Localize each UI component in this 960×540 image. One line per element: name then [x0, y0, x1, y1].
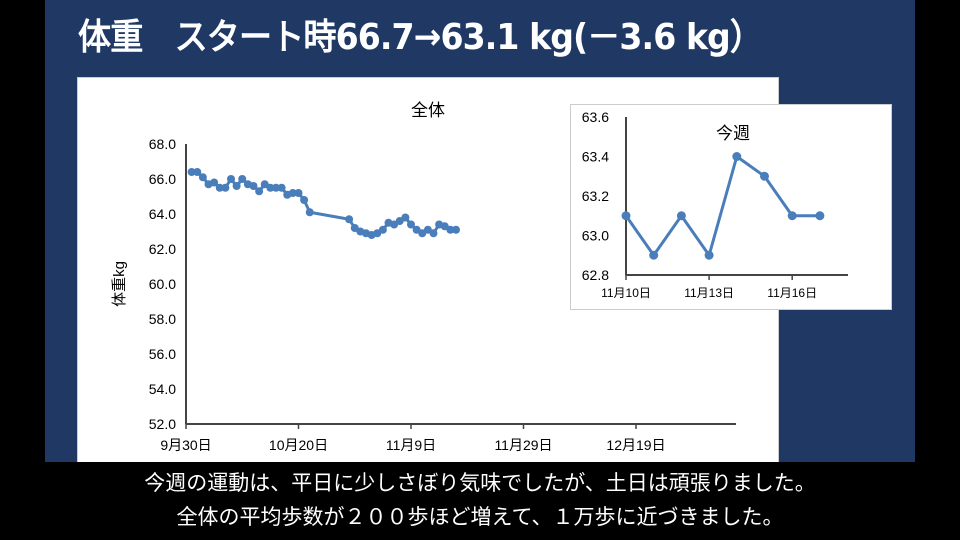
data-point [210, 178, 219, 187]
y-tick-label: 63.4 [582, 149, 609, 165]
data-point [621, 211, 631, 221]
data-point [227, 175, 235, 183]
y-tick-label: 58.0 [149, 311, 176, 327]
data-point [676, 211, 686, 221]
data-point [760, 171, 769, 181]
caption-line-1: 今週の運動は、平日に少しさぼり気味でしたが、土日は頑張りました。 [144, 471, 816, 495]
data-point [215, 183, 224, 192]
chart-title: 全体 [411, 101, 445, 120]
data-point [452, 225, 460, 234]
y-tick-label: 66.0 [149, 171, 176, 187]
data-point [732, 152, 742, 161]
x-tick-label: 12月19日 [606, 437, 665, 453]
y-tick-label: 63.6 [582, 109, 609, 125]
data-point [401, 213, 410, 222]
y-tick-label: 63.0 [582, 228, 609, 244]
series-line [624, 155, 820, 257]
weekly-weight-chart: 今週 62.8 63.0 63.2 63.4 63.6 11月10日 11月13日 11月16日 [582, 109, 848, 300]
y-tick-label: 52.0 [149, 416, 176, 432]
x-tick-label: 11月13日 [684, 286, 734, 300]
y-tick-label: 56.0 [149, 346, 176, 362]
data-point [787, 211, 797, 221]
x-tick-label: 9月30日 [160, 437, 211, 453]
y-tick-label: 62.0 [149, 241, 176, 257]
data-point [294, 189, 303, 197]
x-tick-label: 11月9日 [386, 437, 436, 453]
y-tick-label: 63.2 [582, 188, 609, 204]
y-tick-label: 62.8 [582, 267, 609, 283]
weekly-chart-panel: 今週 62.8 63.0 63.2 63.4 63.6 11月10日 11月13日 11月16日 [570, 104, 892, 310]
data-point [238, 175, 247, 183]
data-point [815, 211, 825, 221]
data-point [198, 173, 207, 182]
chart-title: 今週 [716, 124, 750, 143]
y-tick-label: 60.0 [149, 276, 176, 292]
y-tick-label: 64.0 [149, 206, 176, 222]
data-point [255, 187, 264, 196]
data-point [187, 168, 196, 176]
x-tick-label: 11月16日 [767, 286, 817, 300]
data-point [300, 196, 309, 204]
x-tick-label: 10月20日 [269, 437, 328, 453]
data-point [305, 208, 314, 217]
data-point [704, 250, 714, 260]
data-point [232, 182, 241, 190]
data-point [277, 183, 286, 192]
slide-title: 体重 スタート時66.7→63.1 kg(－3.6 kg） [78, 17, 763, 58]
x-tick-label: 11月10日 [601, 286, 651, 300]
data-point [249, 182, 258, 190]
caption-line-2: 全体の平均歩数が２００歩ほど増えて、１万歩に近づきました。 [176, 505, 784, 529]
data-point [266, 183, 275, 192]
data-point [193, 168, 202, 176]
y-axis-label: 体重kg [111, 261, 128, 307]
y-tick-label: 54.0 [149, 381, 176, 397]
overall-weight-chart: 全体 52.0 54.0 56.0 58.0 60.0 62.0 64.0 66.0 68.0 9月… [111, 101, 736, 453]
y-tick-label: 68.0 [149, 136, 176, 152]
data-point [446, 225, 455, 234]
subtitle-caption: 今週の運動は、平日に少しさぼり気味でしたが、土日は頑張りました。 全体の平均歩数… [45, 462, 915, 540]
data-point [407, 220, 415, 229]
data-point [288, 189, 297, 197]
x-tick-label: 11月29日 [494, 437, 552, 453]
data-point [221, 183, 230, 192]
data-point [429, 229, 438, 238]
data-point [649, 250, 659, 260]
data-point [378, 225, 387, 234]
data-point [272, 183, 280, 192]
data-point [345, 215, 354, 224]
